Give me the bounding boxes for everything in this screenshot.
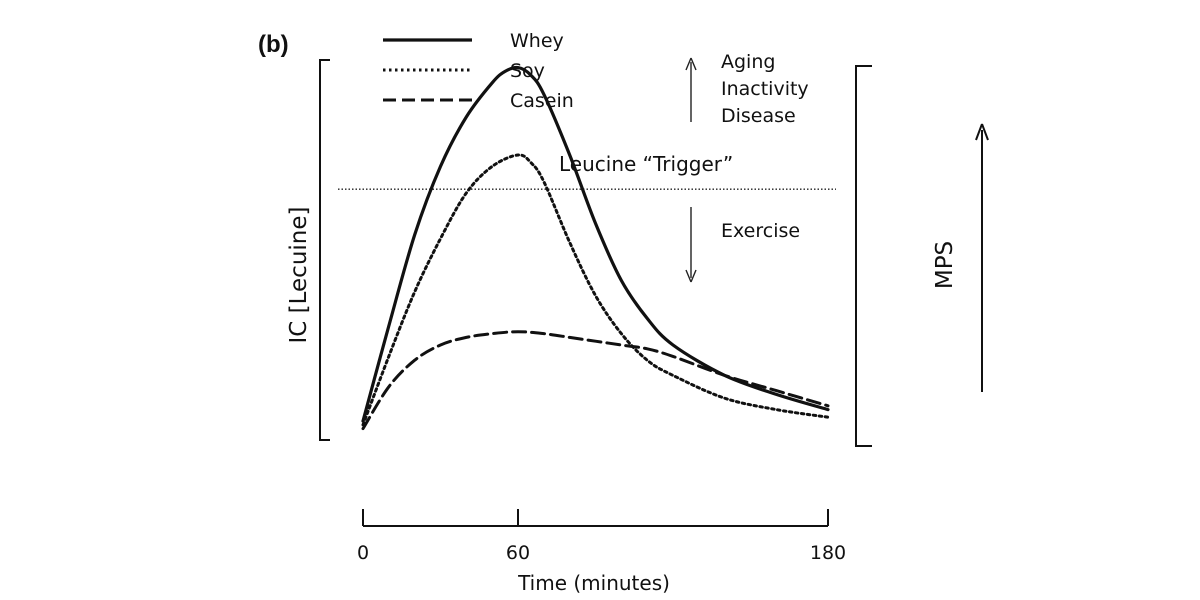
down-arrowhead xyxy=(685,269,697,283)
right-axis-label: MPS xyxy=(932,241,958,289)
panel-label: (b) xyxy=(258,31,289,58)
mps-arrowhead xyxy=(975,123,989,141)
threshold: Leucine “Trigger” xyxy=(338,152,836,190)
series-line-whey xyxy=(361,65,830,423)
y-axis-label: IC [Lecuine] xyxy=(286,206,312,343)
annotations: Aging Inactivity Disease Exercise xyxy=(685,51,809,283)
x-tick-label-180: 180 xyxy=(810,542,846,564)
legend-label-soy: Soy xyxy=(510,60,545,82)
annotation-down-exercise: Exercise xyxy=(721,220,800,242)
x-axis-label: Time (minutes) xyxy=(517,571,670,595)
left-bracket xyxy=(319,59,330,441)
right-bracket xyxy=(855,65,872,447)
x-tick-label-60: 60 xyxy=(506,542,530,564)
x-tick-label-0: 0 xyxy=(357,542,369,564)
trigger-label: Leucine “Trigger” xyxy=(559,152,733,176)
legend-label-casein: Casein xyxy=(510,90,574,112)
annotation-up-disease: Disease xyxy=(721,105,796,127)
up-arrowhead xyxy=(685,57,697,71)
annotation-up-aging: Aging xyxy=(721,51,775,73)
series-line-soy xyxy=(361,153,830,427)
legend-label-whey: Whey xyxy=(510,30,564,52)
axes: 0 60 180 xyxy=(319,59,989,564)
legend: Whey Soy Casein xyxy=(383,30,574,112)
annotation-up-inactivity: Inactivity xyxy=(721,78,809,100)
series-line-casein xyxy=(361,330,830,431)
series-lines xyxy=(361,65,830,431)
